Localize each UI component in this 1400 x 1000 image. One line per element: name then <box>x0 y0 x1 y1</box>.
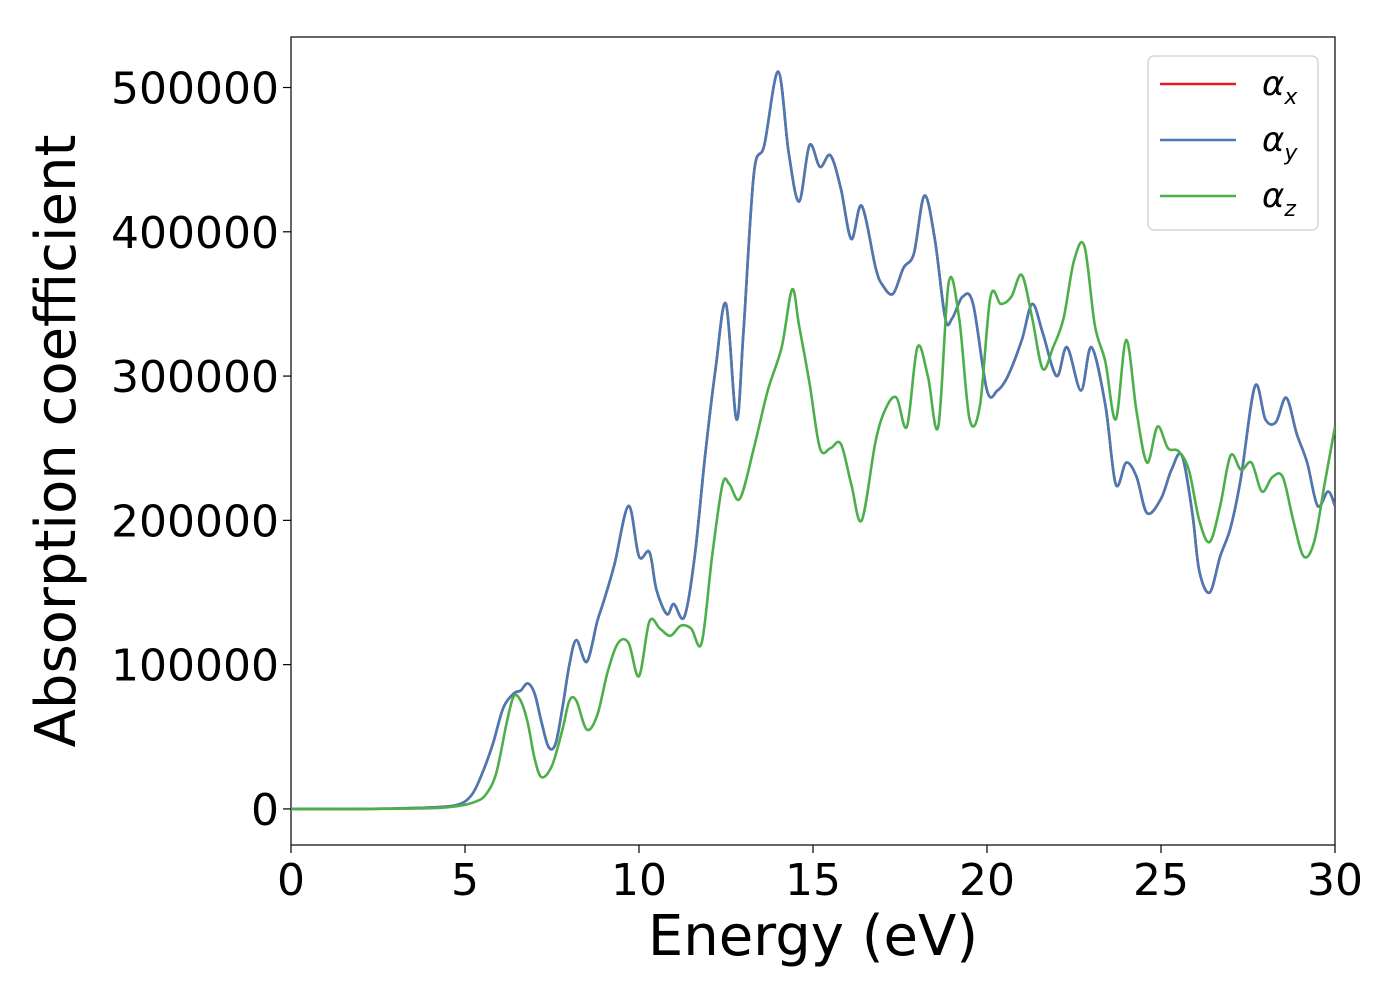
legend-subscript: y <box>1283 141 1298 166</box>
legend-box <box>1147 55 1319 231</box>
legend-label-y: αy <box>1262 120 1298 166</box>
legend-alpha-symbol: α <box>1262 120 1284 160</box>
x-tick-label: 30 <box>1307 855 1363 906</box>
legend-alpha-symbol: α <box>1262 176 1284 216</box>
y-tick-label: 200000 <box>111 496 279 547</box>
y-tick-label: 500000 <box>111 64 279 115</box>
x-tick-label: 10 <box>611 855 667 906</box>
x-axis-ticks: 0 5 10 15 20 25 30 <box>277 845 1363 906</box>
x-tick-label: 25 <box>1133 855 1189 906</box>
y-tick-label: 400000 <box>111 208 279 259</box>
x-tick-label: 5 <box>451 855 479 906</box>
legend-alpha-symbol: α <box>1262 64 1284 104</box>
x-tick-label: 15 <box>785 855 841 906</box>
y-axis-ticks: 0 100000 200000 300000 400000 500000 <box>111 64 291 836</box>
legend-label-z: αz <box>1262 176 1296 222</box>
y-tick-label: 100000 <box>111 641 279 692</box>
legend-subscript: z <box>1283 197 1296 222</box>
y-axis-label: Absorption coefficient <box>24 135 89 748</box>
y-tick-label: 300000 <box>111 352 279 403</box>
series-line-z <box>291 240 1335 811</box>
x-axis-label: Energy (eV) <box>648 904 978 969</box>
y-tick-label: 0 <box>251 785 279 836</box>
x-tick-label: 0 <box>277 855 305 906</box>
series-group <box>291 70 1335 811</box>
legend-label-x: αx <box>1262 64 1298 110</box>
x-tick-label: 20 <box>959 855 1015 906</box>
legend-subscript: x <box>1283 85 1298 110</box>
